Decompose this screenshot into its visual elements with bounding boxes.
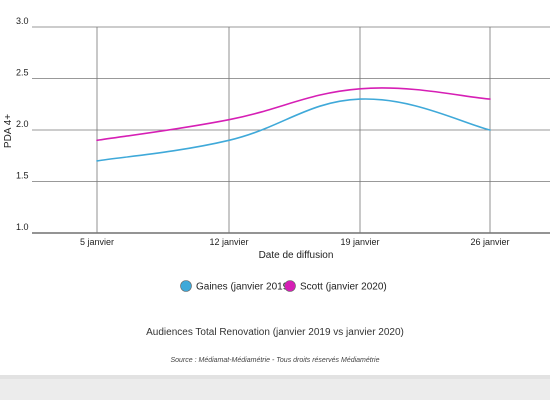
y-tick-label: 2.5 bbox=[16, 68, 29, 78]
bottom-bar bbox=[0, 375, 550, 400]
y-tick-label: 2.0 bbox=[16, 119, 29, 129]
legend-label[interactable]: Scott (janvier 2020) bbox=[300, 282, 387, 293]
x-tick-labels: 5 janvier 12 janvier 19 janvier 26 janvier bbox=[80, 237, 510, 247]
y-tick-label: 1.0 bbox=[16, 222, 29, 232]
x-tick-label: 19 janvier bbox=[340, 237, 379, 247]
y-tick-label: 1.5 bbox=[16, 171, 29, 181]
chart-source: Source : Médiamat-Médiamétrie - Tous dro… bbox=[170, 357, 380, 364]
y-axis-title: PDA 4+ bbox=[3, 114, 14, 148]
legend-label[interactable]: Gaines (janvier 2019) bbox=[196, 282, 292, 293]
chart-title: Audiences Total Renovation (janvier 2019… bbox=[146, 327, 404, 338]
y-tick-labels: 1.0 1.5 2.0 2.5 3.0 bbox=[16, 16, 29, 232]
x-tick-label: 26 janvier bbox=[470, 237, 509, 247]
series-lines bbox=[96, 87, 491, 162]
legend-marker[interactable] bbox=[284, 280, 296, 292]
y-tick-label: 3.0 bbox=[16, 16, 29, 26]
x-tick-label: 12 janvier bbox=[209, 237, 248, 247]
gridlines bbox=[32, 26, 550, 234]
series-line-2 bbox=[96, 87, 491, 142]
legend: Gaines (janvier 2019) Scott (janvier 2020… bbox=[180, 280, 387, 293]
legend-marker[interactable] bbox=[180, 280, 192, 292]
x-axis-title: Date de diffusion bbox=[259, 250, 334, 261]
x-tick-label: 5 janvier bbox=[80, 237, 114, 247]
series-line-1 bbox=[96, 98, 491, 162]
line-chart: 1.0 1.5 2.0 2.5 3.0 5 janvier 12 janvier 19 ja… bbox=[3, 16, 550, 293]
